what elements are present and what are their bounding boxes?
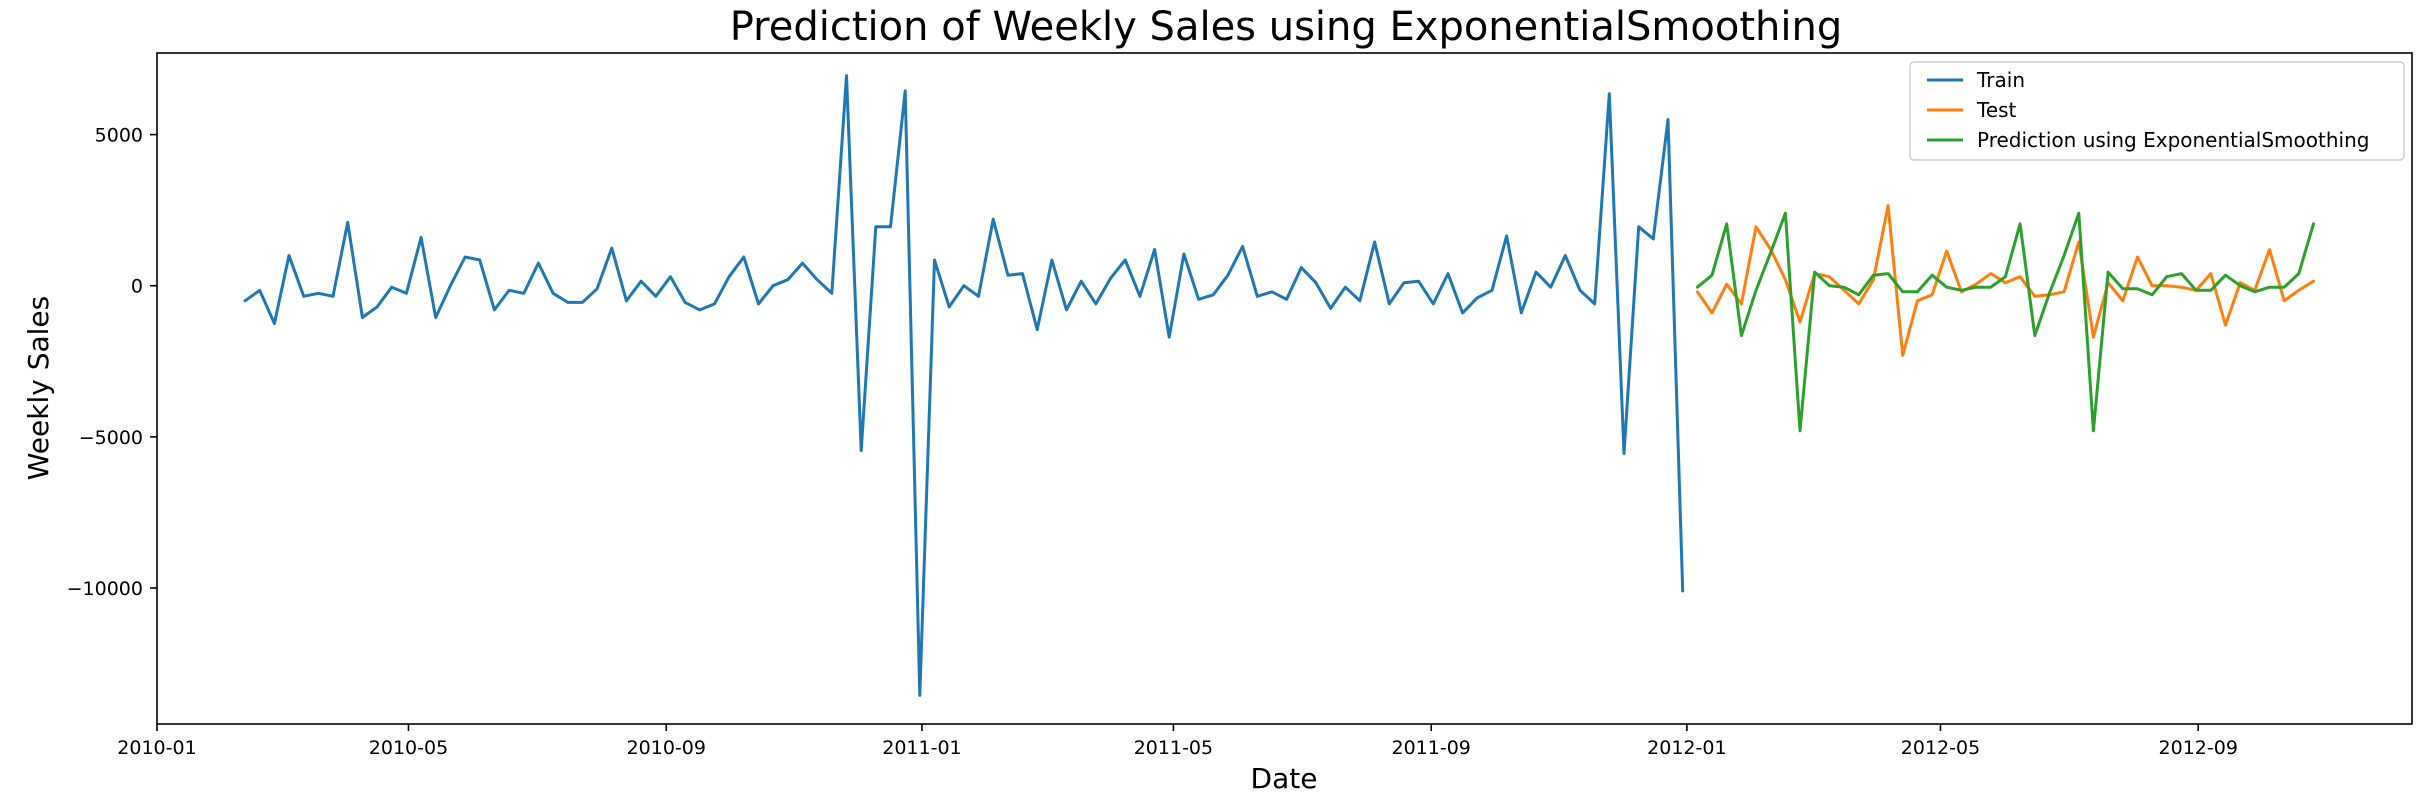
plot-frame [156, 52, 2413, 725]
x-tick-label: 2012-09 [2159, 737, 2238, 759]
x-tick-label: 2012-01 [1647, 737, 1726, 759]
y-tick-label: 5000 [95, 125, 143, 147]
legend-label-2: Prediction using ExponentialSmoothing [1977, 128, 2369, 152]
series-layer [243, 74, 2315, 697]
y-tick-label: 0 [131, 276, 143, 298]
x-tick-label: 2010-01 [117, 737, 196, 759]
legend-label-1: Test [1976, 98, 2017, 122]
x-tick-label: 2012-05 [1901, 737, 1980, 759]
x-tick-label: 2011-05 [1134, 737, 1213, 759]
legend: Train Test Prediction using ExponentialSmo… [1909, 61, 2405, 161]
x-axis-label: Date [1251, 762, 1318, 795]
series-line-1 [1695, 204, 2315, 357]
legend-box [1909, 61, 2405, 161]
y-tick-label: −10000 [67, 578, 143, 600]
x-tick-label: 2010-05 [369, 737, 448, 759]
legend-label-0: Train [1976, 68, 2025, 92]
y-axis-ticks: 5000 0 −5000 −10000 [67, 125, 157, 600]
chart-title: Prediction of Weekly Sales using Exponen… [730, 4, 1842, 50]
series-line-0 [243, 74, 1685, 697]
x-tick-label: 2011-09 [1392, 737, 1471, 759]
series-line-2 [1695, 211, 2315, 433]
x-tick-label: 2011-01 [882, 737, 961, 759]
x-tick-label: 2010-09 [627, 737, 706, 759]
y-tick-label: −5000 [79, 427, 143, 449]
y-axis-label: Weekly Sales [22, 296, 55, 481]
x-axis-ticks: 2010-01 2010-05 2010-09 2011-01 2011-05 2011-… [117, 724, 2238, 759]
